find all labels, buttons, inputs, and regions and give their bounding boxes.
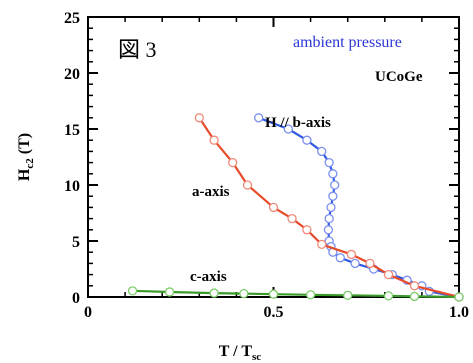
data-point-c-axis [454,292,464,302]
data-point-c-axis [343,290,353,300]
series-label-a-axis: a-axis [192,184,230,200]
y-tick-label: 5 [72,234,80,251]
data-point-b-axis [324,213,334,224]
data-point-b-axis [328,191,338,201]
y-axis-label-sub: c2 [24,158,36,169]
data-point-c-axis [127,286,138,296]
x-tick-label: 1.0 [449,304,469,321]
data-point-c-axis [239,288,249,299]
series-a-axis [194,113,464,302]
data-point-a-axis [228,157,238,168]
data-point-b-axis [323,225,334,235]
data-point-b-axis [317,146,327,157]
data-point-b-axis [302,135,312,145]
data-point-a-axis [346,249,357,260]
series-layer [127,113,464,302]
series-label-b-axis: H // b-axis [265,115,331,131]
data-point-b-axis [326,202,336,213]
tick-labels: 0 0.5 1.0 0 5 10 15 20 25 [64,10,469,321]
data-point-a-axis [194,113,204,123]
data-point-a-axis [287,213,297,224]
x-axis-label: T / Tsc [219,343,261,363]
data-point-a-axis [242,180,253,190]
y-tick-label: 15 [64,122,80,139]
data-point-b-axis [335,253,345,263]
x-axis-label-sub: sc [252,351,261,363]
series-label-c-axis: c-axis [190,269,227,285]
data-point-c-axis [268,289,279,299]
series-line-c-axis [132,289,460,299]
series-line-b-axis [258,116,460,299]
data-point-c-axis [383,291,394,301]
x-tick-label: 0.5 [264,304,284,321]
x-tick-label: 0 [84,304,92,321]
data-point-a-axis [209,135,219,145]
data-point-b-axis [324,157,334,168]
data-point-a-axis [383,269,394,280]
data-point-c-axis [164,287,175,297]
series-c-axis [127,286,464,302]
y-tick-label: 20 [64,66,80,83]
data-point-b-axis [328,169,338,179]
data-point-a-axis [409,281,420,291]
y-tick-label: 25 [64,10,80,27]
data-point-a-axis [317,239,327,250]
data-point-a-axis [365,258,375,269]
x-axis-label-main: T / T [219,343,253,360]
data-point-c-axis [209,288,219,298]
data-point-c-axis [409,291,420,302]
figure-number-label: 図 3 [118,37,157,62]
condition-label: ambient pressure [293,34,402,51]
y-tick-label: 10 [64,178,80,195]
compound-label: UCoGe [375,69,423,85]
y-axis-label-main: H [16,168,33,181]
y-tick-label: 0 [72,290,80,307]
y-axis-label: Hc2 (T) [16,133,36,181]
data-point-a-axis [302,225,312,235]
data-point-b-axis [350,258,360,269]
data-point-b-axis [330,180,340,190]
data-point-b-axis [254,113,264,123]
series-b-axis [254,113,464,302]
data-point-b-axis [283,124,293,134]
y-axis-label-unit: (T) [16,133,33,158]
data-point-a-axis [268,202,279,213]
data-point-c-axis [305,290,316,300]
